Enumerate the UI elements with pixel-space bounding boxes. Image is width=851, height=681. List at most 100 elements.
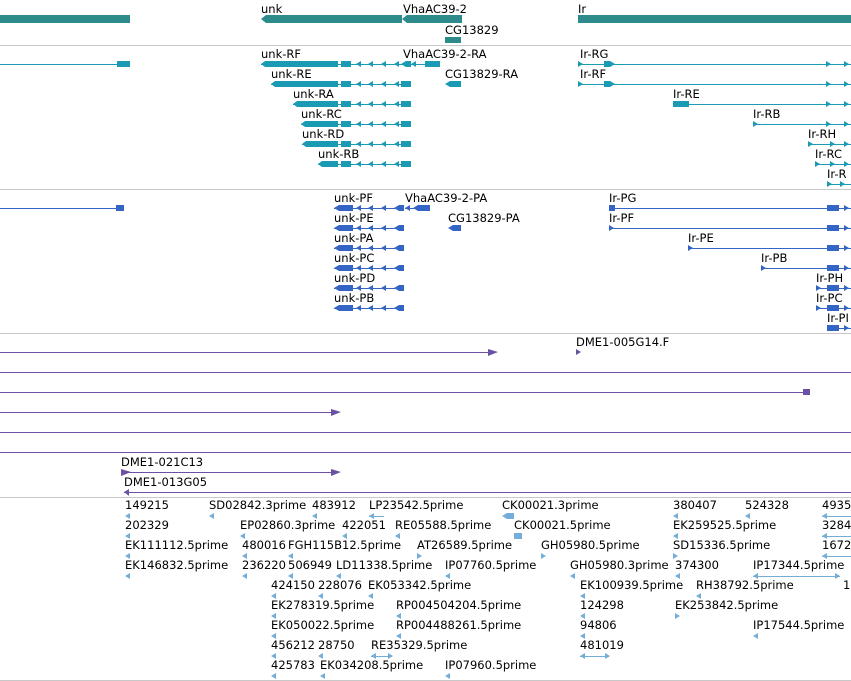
gene-bar[interactable] — [261, 15, 402, 23]
est-label[interactable]: EK100939.5prime — [580, 578, 683, 592]
exon[interactable] — [293, 101, 338, 107]
protein-label[interactable]: Ir-PE — [688, 231, 714, 245]
est-label[interactable]: SD15336.5prime — [673, 538, 770, 552]
protein-label[interactable]: unk-PD — [334, 271, 375, 285]
protein-label[interactable]: unk-PC — [334, 251, 374, 265]
protein-domain[interactable] — [116, 205, 124, 211]
exon[interactable] — [301, 121, 338, 127]
est-label[interactable]: EK034208.5prime — [320, 658, 423, 672]
transcript-label[interactable]: VhaAC39-2-RA — [403, 47, 487, 61]
est-label[interactable]: IP17344.5prime — [753, 558, 844, 572]
transcript-label[interactable]: unk-RB — [318, 147, 359, 161]
est-label[interactable]: 124298 — [580, 598, 624, 612]
est-label[interactable]: 28750 — [318, 638, 355, 652]
protein-label[interactable]: VhaAC39-2-PA — [405, 191, 487, 205]
est-label[interactable]: EK146832.5prime — [125, 558, 228, 572]
gene-label[interactable]: VhaAC39-2 — [403, 2, 467, 16]
transcript-label[interactable]: unk-RF — [261, 47, 301, 61]
probe-end[interactable] — [488, 349, 498, 356]
gene-bar[interactable] — [445, 37, 461, 43]
est-label[interactable]: RP004504204.5prime — [396, 598, 521, 612]
est-label[interactable]: 1 — [843, 578, 850, 592]
est-label[interactable]: SD02842.3prime — [209, 498, 306, 512]
est-label[interactable]: RH38792.5prime — [696, 578, 794, 592]
est-label[interactable]: 524328 — [745, 498, 789, 512]
probe-label[interactable]: DME1-021C13 — [121, 455, 203, 469]
transcript-label[interactable]: unk-RC — [301, 107, 342, 121]
gene-label[interactable]: Ir — [578, 2, 586, 16]
protein-label[interactable]: Ir-PH — [816, 271, 843, 285]
protein-label[interactable]: unk-PF — [334, 191, 373, 205]
est-label[interactable]: EK259525.5prime — [673, 518, 776, 532]
est-label[interactable]: EK050022.5prime — [271, 618, 374, 632]
est-label[interactable]: RE05588.5prime — [395, 518, 491, 532]
transcript-label[interactable]: unk-RA — [293, 87, 334, 101]
est-label[interactable]: EK278319.5prime — [271, 598, 374, 612]
exon[interactable] — [261, 61, 338, 67]
est-label[interactable]: 149215 — [125, 498, 169, 512]
transcript-label[interactable]: Ir-RF — [580, 67, 606, 81]
est-label[interactable]: EP02860.3prime — [240, 518, 335, 532]
est-label[interactable]: 1672 — [822, 538, 851, 552]
est-label[interactable]: 380407 — [673, 498, 717, 512]
est-label[interactable]: 3284 — [822, 518, 851, 532]
protein-label[interactable]: Ir-PB — [761, 251, 787, 265]
est-label[interactable]: 425783 — [271, 658, 315, 672]
est-label[interactable]: 374300 — [675, 558, 719, 572]
est-label[interactable]: LD11338.5prime — [336, 558, 432, 572]
est-label[interactable]: IP17544.5prime — [753, 618, 844, 632]
transcript-label[interactable]: Ir-RE — [673, 87, 700, 101]
transcript-label[interactable]: Ir-R — [827, 167, 847, 181]
transcript-label[interactable]: Ir-RB — [753, 107, 781, 121]
est-label[interactable]: EK111112.5prime — [125, 538, 228, 552]
est-label[interactable]: 422051 — [342, 518, 386, 532]
protein-domain[interactable] — [448, 225, 461, 231]
protein-label[interactable]: Ir-PC — [816, 291, 843, 305]
est-label[interactable]: 483912 — [312, 498, 356, 512]
est-label[interactable]: EK253842.5prime — [675, 598, 778, 612]
transcript-label[interactable]: Ir-RG — [580, 47, 608, 61]
gene-bar[interactable] — [402, 15, 462, 23]
transcript-label[interactable]: CG13829-RA — [445, 67, 518, 81]
est-label[interactable]: 228076 — [318, 578, 362, 592]
est-label[interactable]: IP07960.5prime — [445, 658, 536, 672]
protein-label[interactable]: Ir-PG — [609, 191, 636, 205]
gene-bar[interactable] — [578, 15, 851, 23]
est-label[interactable]: 236220 — [242, 558, 286, 572]
exon[interactable] — [445, 81, 461, 87]
est-label[interactable]: GH05980.3prime — [570, 558, 669, 572]
transcript-label[interactable]: unk-RE — [271, 67, 312, 81]
est-label[interactable]: CK00021.3prime — [502, 498, 599, 512]
est-label[interactable]: LP23542.5prime — [369, 498, 463, 512]
exon[interactable] — [302, 141, 338, 147]
est-label[interactable]: IP07760.5prime — [445, 558, 536, 572]
transcript-label[interactable]: unk-RD — [302, 127, 344, 141]
est-label[interactable]: 94806 — [580, 618, 617, 632]
transcript-label[interactable]: Ir-RH — [808, 127, 836, 141]
protein-label[interactable]: unk-PA — [334, 231, 374, 245]
gene-bar[interactable] — [0, 15, 130, 23]
transcript-label[interactable]: Ir-RC — [815, 147, 842, 161]
est-label[interactable]: AT26589.5prime — [417, 538, 512, 552]
exon[interactable] — [271, 81, 338, 87]
est-label[interactable]: 506949 — [288, 558, 332, 572]
est-label[interactable]: 456212 — [271, 638, 315, 652]
protein-label[interactable]: Ir-PF — [609, 211, 634, 225]
protein-label[interactable]: unk-PB — [334, 291, 374, 305]
est-label[interactable]: CK00021.5prime — [514, 518, 611, 532]
est-label[interactable]: RE35329.5prime — [371, 638, 467, 652]
est-label[interactable]: 202329 — [125, 518, 169, 532]
gene-label[interactable]: unk — [261, 2, 283, 16]
est-label[interactable]: 424150 — [271, 578, 315, 592]
est-label[interactable]: EK053342.5prime — [368, 578, 471, 592]
probe-end[interactable] — [331, 409, 341, 416]
protein-label[interactable]: CG13829-PA — [448, 211, 520, 225]
est-label[interactable]: FGH115B12.5prime — [288, 538, 401, 552]
protein-label[interactable]: unk-PE — [334, 211, 374, 225]
protein-label[interactable]: Ir-PI — [827, 311, 849, 325]
est-label[interactable]: GH05980.5prime — [541, 538, 640, 552]
gene-label[interactable]: CG13829 — [445, 23, 499, 37]
probe-label[interactable]: DME1-013G05 — [124, 475, 207, 489]
est-label[interactable]: 481019 — [580, 638, 624, 652]
probe-end[interactable] — [803, 389, 810, 395]
